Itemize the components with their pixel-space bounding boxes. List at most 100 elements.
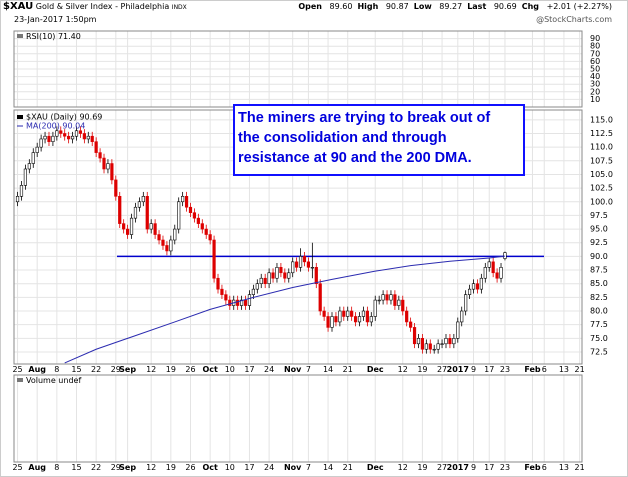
y-tick-label: 20 [590, 87, 600, 96]
candle-body [67, 135, 71, 140]
candle-body [161, 239, 165, 246]
candle-body [102, 157, 106, 170]
candle-body [416, 338, 421, 345]
candle-body [306, 261, 311, 268]
quote-label: Low [413, 2, 432, 11]
quote-value: 89.27 [439, 2, 463, 11]
y-tick-label: 92.5 [590, 238, 608, 247]
candle-body [15, 196, 20, 203]
candle-body [397, 299, 401, 306]
y-tick-label: 85.0 [590, 279, 608, 288]
x-tick-label: 17 [484, 463, 494, 472]
candle-body [487, 261, 491, 268]
candle-body [342, 310, 346, 317]
candle-body [357, 316, 362, 323]
candle-body [499, 267, 503, 279]
candle-body [212, 239, 216, 279]
candle-body [491, 261, 495, 274]
candle-body [90, 135, 94, 142]
x-tick-label: 13 [559, 365, 569, 374]
y-tick-label: 110.0 [590, 143, 613, 152]
x-tick-label: 12 [146, 365, 156, 374]
candle-body [70, 135, 75, 140]
quote-label: Open [298, 2, 322, 11]
x-tick-label: 15 [71, 463, 81, 472]
x-tick-label: Nov [284, 365, 302, 374]
legend-swatch [17, 378, 23, 382]
candle-body [59, 130, 63, 134]
x-tick-label: 8 [54, 463, 59, 472]
y-tick-label: 30 [590, 80, 600, 89]
candle-body [444, 338, 448, 345]
x-tick-label: 29 [111, 463, 121, 472]
candle-body [298, 256, 303, 268]
x-tick-label: 12 [398, 463, 408, 472]
candle-body [456, 321, 460, 339]
x-tick-label: 9 [471, 365, 476, 374]
y-tick-label: 10 [590, 95, 600, 104]
candle-body [82, 133, 86, 140]
x-tick-label: 17 [484, 365, 494, 374]
candle-body [35, 146, 39, 153]
legend-label: $XAU (Daily) 90.69 [26, 113, 102, 122]
candle-body [271, 272, 275, 279]
candle-body [310, 267, 314, 269]
candle-body [464, 294, 468, 312]
panel [13, 374, 583, 463]
y-tick-label: 72.5 [590, 347, 608, 356]
quote-item: High 90.87 [357, 2, 408, 11]
candle-body [129, 217, 134, 235]
y-tick-label: 40 [590, 72, 600, 81]
quote-value: +2.01 (+2.27%) [546, 2, 612, 11]
x-tick-label: 2017 [447, 463, 469, 472]
candle-body [153, 223, 157, 235]
x-tick-label: 25 [12, 463, 22, 472]
y-tick-label: 75.0 [590, 334, 608, 343]
candle-body [322, 310, 326, 317]
candle-body [43, 135, 47, 140]
candle-body [428, 343, 432, 350]
ma-line [64, 255, 506, 364]
x-tick-label: 21 [343, 463, 353, 472]
candle-body [31, 152, 35, 164]
candle-body [503, 252, 507, 259]
x-tick-label: 14 [323, 463, 333, 472]
y-tick-label: 95.0 [590, 225, 608, 234]
candle-body [365, 310, 369, 323]
source: @StockCharts.com [536, 15, 612, 24]
y-tick-label: 77.5 [590, 320, 608, 329]
candle-body [23, 168, 27, 186]
x-tick-label: 17 [244, 463, 254, 472]
y-tick-label: 107.5 [590, 156, 613, 165]
candle-body [63, 133, 67, 137]
x-tick-label: 7 [306, 365, 311, 374]
candle-body [448, 338, 452, 345]
y-tick-label: 70 [590, 49, 600, 58]
candle-body [228, 299, 232, 306]
candle-body [98, 152, 102, 159]
x-tick-label: 6 [542, 463, 547, 472]
x-tick-label: 6 [542, 365, 547, 374]
x-tick-label: Nov [284, 463, 302, 472]
x-tick-label: Aug [28, 463, 46, 472]
candle-body [436, 343, 440, 350]
candle-body [275, 267, 279, 279]
quote-item: Chg +2.01 (+2.27%) [522, 2, 612, 11]
quote-value: 89.60 [329, 2, 353, 11]
x-tick-label: 7 [306, 463, 311, 472]
quote-label: Chg [521, 2, 540, 11]
x-tick-label: Sep [119, 365, 136, 374]
candle-body [409, 321, 413, 328]
y-tick-label: 105.0 [590, 170, 613, 179]
candle-body [224, 294, 228, 301]
symbol: $XAU [3, 1, 34, 12]
candle-body [196, 217, 200, 224]
candle-body [27, 163, 31, 170]
quote-item: Open 89.60 [298, 2, 352, 11]
quote: Open 89.60 High 90.87 Low 89.27 Last 90.69 C… [293, 2, 612, 11]
candle-body [110, 163, 114, 181]
candle-body [255, 283, 259, 290]
candle-body [318, 283, 322, 312]
